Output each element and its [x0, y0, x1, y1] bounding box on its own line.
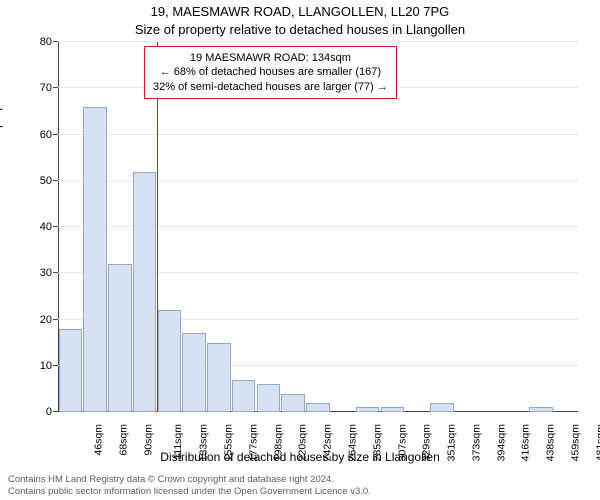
- ytick-mark: [53, 134, 58, 135]
- xtick-label: 459sqm: [569, 424, 581, 461]
- histogram-bar: [257, 384, 281, 412]
- histogram-bar: [108, 264, 132, 412]
- xtick-label: 46sqm: [93, 424, 105, 456]
- xtick-label: 416sqm: [520, 424, 532, 461]
- ytick-label: 30: [22, 267, 52, 279]
- ytick-mark: [53, 319, 58, 320]
- histogram-bar: [529, 407, 553, 412]
- histogram-bar: [158, 310, 182, 412]
- attribution-line1: Contains HM Land Registry data © Crown c…: [8, 474, 334, 485]
- xtick-label: 68sqm: [118, 424, 130, 456]
- chart-container: 19, MAESMAWR ROAD, LLANGOLLEN, LL20 7PG …: [0, 0, 600, 500]
- title-primary: 19, MAESMAWR ROAD, LLANGOLLEN, LL20 7PG: [0, 4, 600, 19]
- xtick-label: 285sqm: [371, 424, 383, 461]
- xtick-label: 198sqm: [272, 424, 284, 461]
- ytick-label: 70: [22, 82, 52, 94]
- histogram-bar: [356, 407, 380, 412]
- histogram-bar: [430, 403, 454, 412]
- histogram-bar: [59, 329, 83, 412]
- histogram-bar: [133, 172, 157, 413]
- xtick-label: 90sqm: [142, 424, 154, 456]
- histogram-bar: [306, 403, 330, 412]
- gridline-h: [58, 41, 578, 42]
- xtick-label: 177sqm: [247, 424, 259, 461]
- xtick-label: 329sqm: [421, 424, 433, 461]
- attribution-line2: Contains public sector information licen…: [8, 486, 371, 497]
- ytick-label: 20: [22, 314, 52, 326]
- y-axis-label: Number of detached properties: [0, 75, 3, 240]
- xtick-label: 373sqm: [470, 424, 482, 461]
- title-secondary: Size of property relative to detached ho…: [0, 22, 600, 37]
- xtick-label: 220sqm: [297, 424, 309, 461]
- ytick-label: 10: [22, 360, 52, 372]
- annotation-line: ← 68% of detached houses are smaller (16…: [153, 65, 388, 79]
- xtick-label: 438sqm: [544, 424, 556, 461]
- xtick-label: 155sqm: [223, 424, 235, 461]
- xtick-label: 111sqm: [171, 424, 183, 460]
- gridline-h: [58, 134, 578, 135]
- ytick-mark: [53, 226, 58, 227]
- xtick-label: 394sqm: [495, 424, 507, 461]
- ytick-label: 40: [22, 221, 52, 233]
- histogram-bar: [182, 333, 206, 412]
- plot-area: 0102030405060708046sqm68sqm90sqm111sqm13…: [58, 42, 578, 412]
- histogram-bar: [281, 394, 305, 413]
- ytick-mark: [53, 180, 58, 181]
- annotation-box: 19 MAESMAWR ROAD: 134sqm← 68% of detache…: [144, 46, 397, 99]
- histogram-bar: [207, 343, 231, 412]
- ytick-label: 50: [22, 175, 52, 187]
- xtick-label: 264sqm: [346, 424, 358, 461]
- histogram-bar: [232, 380, 256, 412]
- ytick-mark: [53, 87, 58, 88]
- xtick-label: 351sqm: [445, 424, 457, 461]
- ytick-mark: [53, 365, 58, 366]
- ytick-label: 60: [22, 129, 52, 141]
- annotation-line: 32% of semi-detached houses are larger (…: [153, 80, 388, 94]
- xtick-label: 133sqm: [198, 424, 210, 461]
- ytick-mark: [53, 41, 58, 42]
- ytick-mark: [53, 272, 58, 273]
- histogram-bar: [381, 407, 405, 412]
- histogram-bar: [83, 107, 107, 412]
- annotation-line: 19 MAESMAWR ROAD: 134sqm: [153, 51, 388, 65]
- ytick-label: 0: [22, 406, 52, 418]
- xtick-label: 242sqm: [322, 424, 334, 461]
- ytick-label: 80: [22, 36, 52, 48]
- ytick-mark: [53, 411, 58, 412]
- xtick-label: 307sqm: [396, 424, 408, 461]
- attribution-text: Contains HM Land Registry data © Crown c…: [8, 474, 592, 498]
- xtick-label: 481sqm: [594, 424, 600, 461]
